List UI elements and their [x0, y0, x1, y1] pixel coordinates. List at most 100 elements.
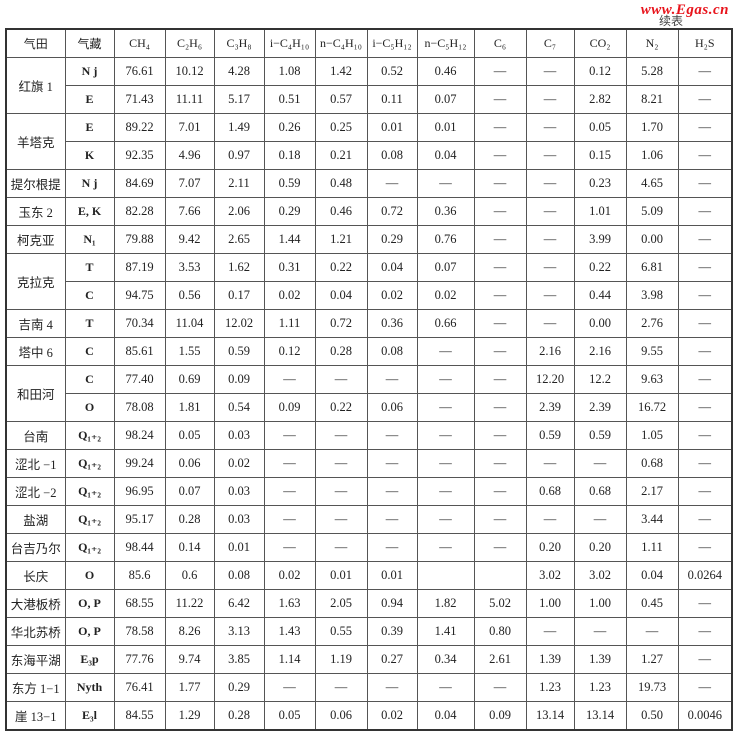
value-cell: 0.29 — [263, 197, 316, 226]
value-cell: 8.21 — [625, 85, 679, 114]
value-cell: — — [677, 253, 733, 282]
header-row: 气田 气藏 CH₄ C₂H₆ C₃H₈ i−C₄H₁₀ n−C₄H₁₀ i−C₅H₁₂ n−C₅… — [5, 28, 733, 58]
value-cell: 6.81 — [625, 253, 679, 282]
reservoir-cell: Q₁₊₂ — [64, 533, 115, 562]
value-cell: 9.74 — [164, 645, 215, 674]
value-cell: — — [366, 169, 418, 198]
value-cell: 0.14 — [164, 533, 215, 562]
value-cell: 0.17 — [213, 281, 265, 310]
value-cell: — — [314, 505, 368, 534]
table-row: 涩北 −2 Q₁₊₂ 96.95 0.07 0.03— — — — —0.68 0.68 2.17— — [5, 477, 733, 506]
table-row: 台吉乃尔 Q₁₊₂ 98.44 0.14 0.01— — — — —0.20 0.20 1.11— — [5, 533, 733, 562]
value-cell: 76.41 — [113, 673, 166, 702]
value-cell: 0.72 — [366, 197, 418, 226]
gas-field-cell: 克拉克 — [5, 253, 66, 310]
value-cell: 2.39 — [525, 393, 575, 422]
column-header: CH₄ — [113, 28, 166, 58]
reservoir-cell: O — [64, 561, 115, 590]
value-cell: 99.24 — [113, 449, 166, 478]
value-cell: 0.09 — [473, 701, 527, 731]
value-cell: 0.76 — [416, 225, 475, 254]
value-cell: 12.02 — [213, 309, 265, 338]
value-cell: — — [473, 197, 527, 226]
gas-field-cell: 华北苏桥 — [5, 617, 66, 646]
value-cell: — — [263, 365, 316, 394]
value-cell: 1.82 — [416, 589, 475, 618]
value-cell: 0.09 — [263, 393, 316, 422]
value-cell: 1.77 — [164, 673, 215, 702]
value-cell: 0.01 — [213, 533, 265, 562]
value-cell: 4.65 — [625, 169, 679, 198]
value-cell: — — [416, 365, 475, 394]
gas-field-cell: 和田河 — [5, 365, 66, 422]
value-cell: 1.00 — [573, 589, 627, 618]
value-cell: 1.44 — [263, 225, 316, 254]
value-cell: 98.24 — [113, 421, 166, 450]
value-cell: 0.22 — [314, 393, 368, 422]
value-cell: 0.02 — [366, 281, 418, 310]
column-header: i−C₄H₁₀ — [263, 28, 316, 58]
reservoir-cell: N j — [64, 57, 115, 86]
value-cell: 76.61 — [113, 57, 166, 86]
gas-field-cell: 大港板桥 — [5, 589, 66, 618]
gas-field-cell: 东方 1−1 — [5, 673, 66, 702]
value-cell: 1.21 — [314, 225, 368, 254]
value-cell: 2.61 — [473, 645, 527, 674]
value-cell: 0.01 — [366, 561, 418, 590]
gas-field-cell: 羊塔克 — [5, 113, 66, 170]
value-cell: — — [473, 225, 527, 254]
value-cell: — — [677, 57, 733, 86]
table-row: 大港板桥 O, P 68.55 11.22 6.42 1.63 2.05 0.94 1.82 5.… — [5, 589, 733, 618]
table-row: 塔中 6 C 85.61 1.55 0.59 0.12 0.28 0.08— —2.16 2.16… — [5, 337, 733, 366]
value-cell: 0.68 — [625, 449, 679, 478]
value-cell: 9.63 — [625, 365, 679, 394]
value-cell: 2.82 — [573, 85, 627, 114]
value-cell: 0.05 — [164, 421, 215, 450]
reservoir-cell: Q₁₊₂ — [64, 449, 115, 478]
reservoir-cell: O — [64, 393, 115, 422]
value-cell: 85.6 — [113, 561, 166, 590]
value-cell: 0.69 — [164, 365, 215, 394]
value-cell: 3.99 — [573, 225, 627, 254]
value-cell — [473, 561, 527, 590]
value-cell: — — [525, 169, 575, 198]
value-cell: 19.73 — [625, 673, 679, 702]
gas-field-cell: 长庆 — [5, 561, 66, 590]
value-cell: 0.07 — [164, 477, 215, 506]
value-cell: 1.11 — [625, 533, 679, 562]
value-cell: 78.58 — [113, 617, 166, 646]
reservoir-cell: E₃p — [64, 645, 115, 674]
value-cell: 1.14 — [263, 645, 316, 674]
reservoir-cell: N j — [64, 169, 115, 198]
value-cell: 8.26 — [164, 617, 215, 646]
value-cell: — — [416, 393, 475, 422]
reservoir-cell: Q₁₊₂ — [64, 421, 115, 450]
value-cell: 3.02 — [573, 561, 627, 590]
value-cell: — — [677, 141, 733, 170]
table-row: O 78.08 1.81 0.54 0.09 0.22 0.06— —2.39 2.39 16.7… — [6, 393, 733, 422]
value-cell: — — [677, 393, 733, 422]
value-cell: 1.11 — [263, 309, 316, 338]
value-cell: — — [473, 281, 527, 310]
value-cell: — — [677, 85, 733, 114]
value-cell: 0.20 — [573, 533, 627, 562]
value-cell: 0.29 — [366, 225, 418, 254]
value-cell: 82.28 — [113, 197, 166, 226]
value-cell: 0.00 — [625, 225, 679, 254]
table-row: 和田河 C 77.40 0.69 0.09— — — — —12.20 12.2 9.63— — [5, 365, 733, 422]
value-cell: 1.23 — [525, 673, 575, 702]
value-cell: 7.01 — [164, 113, 215, 142]
value-cell: 79.88 — [113, 225, 166, 254]
value-cell: — — [677, 533, 733, 562]
gas-field-cell: 东海平湖 — [5, 645, 66, 674]
value-cell: 0.06 — [314, 701, 368, 731]
value-cell: 0.51 — [263, 85, 316, 114]
value-cell: 2.17 — [625, 477, 679, 506]
value-cell: — — [525, 617, 575, 646]
table-row: 柯克亚 N₁ 79.88 9.42 2.65 1.44 1.21 0.29 0.76— —3.99… — [5, 225, 733, 254]
value-cell: — — [473, 141, 527, 170]
gas-field-cell: 红旗 1 — [5, 57, 66, 114]
column-header: C₂H₆ — [164, 28, 215, 58]
table-row: 涩北 −1 Q₁₊₂ 99.24 0.06 0.02— — — — — — —0.68— — [5, 449, 733, 478]
